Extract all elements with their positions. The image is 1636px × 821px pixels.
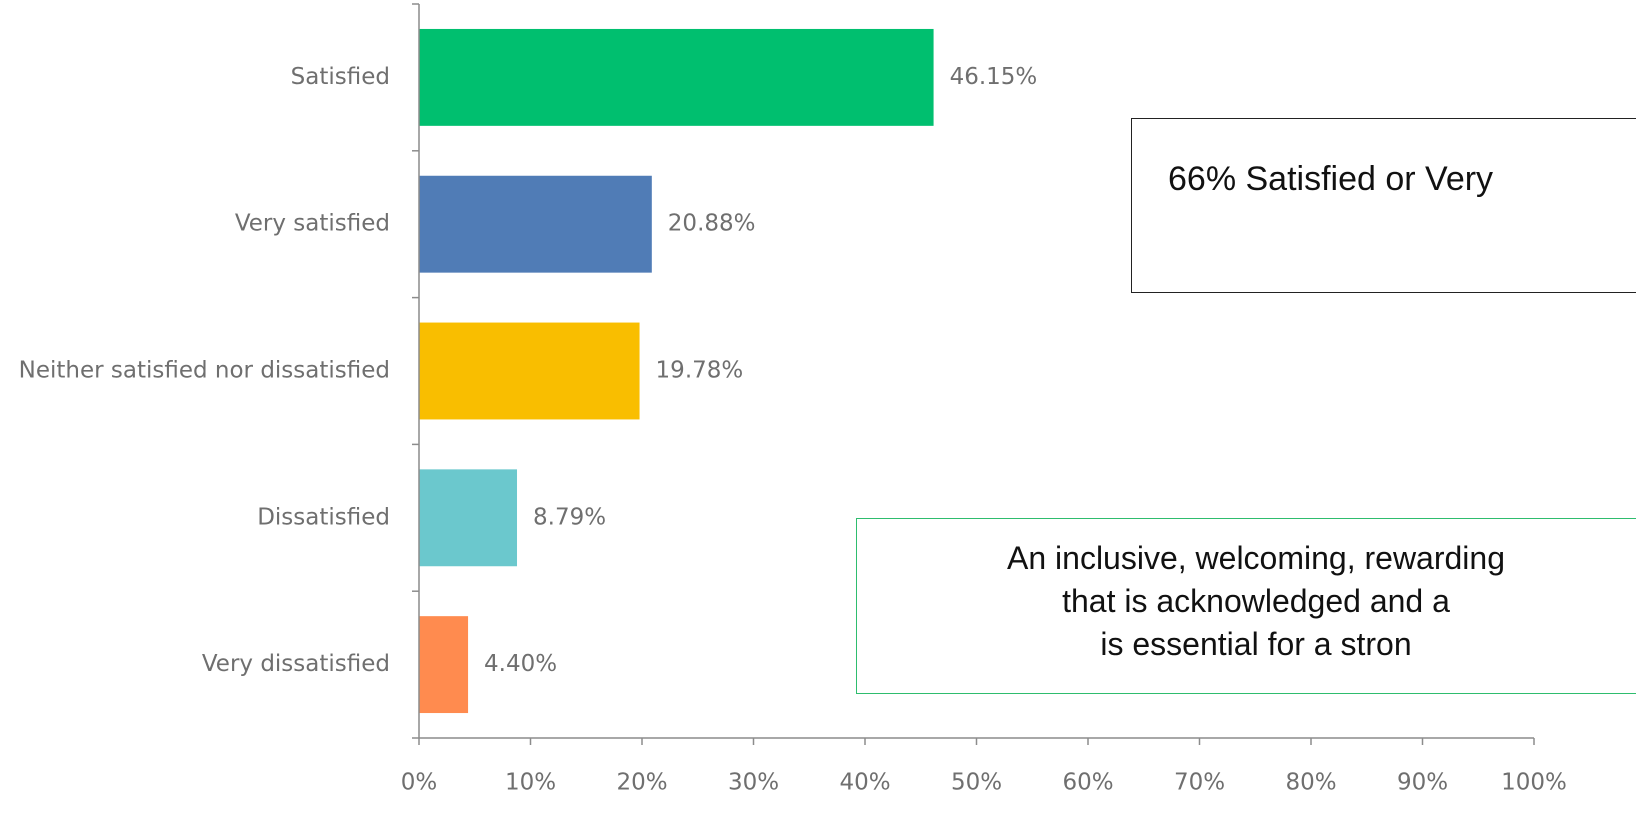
category-label: Very satisfied xyxy=(235,211,390,237)
category-label: Neither satisfied nor dissatisfied xyxy=(19,358,390,384)
bar xyxy=(419,28,934,126)
x-tick-label: 80% xyxy=(1285,770,1336,796)
message-line-3: is essential for a stron xyxy=(1100,626,1412,663)
x-tick-label: 30% xyxy=(728,770,779,796)
data-label: 4.40% xyxy=(484,651,557,677)
message-callout: An inclusive, welcoming, rewarding that … xyxy=(856,518,1636,694)
category-label: Dissatisfied xyxy=(257,504,390,530)
bars-layer xyxy=(419,28,934,714)
bar xyxy=(419,469,518,567)
x-tick-label: 100% xyxy=(1501,770,1567,796)
data-label: 46.15% xyxy=(950,64,1038,90)
x-tick-label: 50% xyxy=(951,770,1002,796)
data-label: 20.88% xyxy=(668,211,756,237)
bar xyxy=(419,175,652,273)
x-tick-label: 70% xyxy=(1174,770,1225,796)
summary-callout: 66% Satisfied or Very xyxy=(1131,118,1636,293)
x-tick-label: 0% xyxy=(401,770,438,796)
data-label: 8.79% xyxy=(533,504,606,530)
data-label: 19.78% xyxy=(656,358,744,384)
x-tick-label: 40% xyxy=(839,770,890,796)
labels-layer: Satisfied 46.15% Very satisfied 20.88% Neith… xyxy=(19,64,1567,796)
message-line-1: An inclusive, welcoming, rewarding xyxy=(1007,540,1505,576)
summary-callout-text: 66% Satisfied or Very xyxy=(1168,160,1494,198)
x-tick-label: 20% xyxy=(616,770,667,796)
category-label: Satisfied xyxy=(291,64,390,90)
x-tick-label: 90% xyxy=(1397,770,1448,796)
x-tick-label: 60% xyxy=(1062,770,1113,796)
bar xyxy=(419,616,469,714)
x-tick-label: 10% xyxy=(505,770,556,796)
category-label: Very dissatisfied xyxy=(202,651,390,677)
axes xyxy=(412,3,1535,745)
bar xyxy=(419,322,640,420)
message-line-2: that is acknowledged and a xyxy=(1062,583,1450,620)
